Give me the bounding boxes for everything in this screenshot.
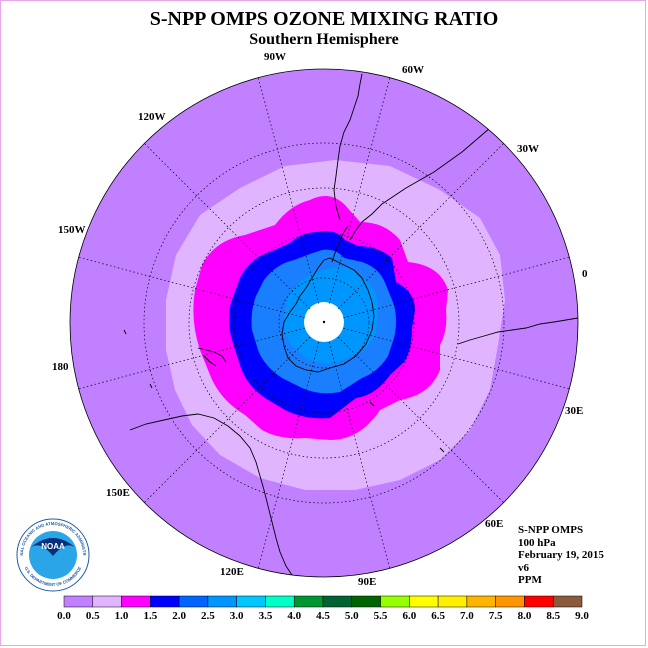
meridian-line [78,256,305,319]
pole-marker [322,320,326,324]
info-date: February 19, 2015 [518,549,604,561]
logo-wordmark: NOAA [41,542,65,551]
meridian-line [144,336,311,503]
logo-seagull-icon [30,538,76,556]
page-subtitle: Southern Hemisphere [249,31,399,48]
coastline-new-zealand [197,347,227,367]
lon-label-150w: 150W [58,224,86,236]
coastlines [123,73,578,577]
meridian-line [337,336,504,503]
coastline-antarctica [281,257,375,373]
latitude-circle [143,142,505,504]
meridian-line [343,256,570,319]
lon-label-30w: 30W [517,143,539,155]
map-info-block: S-NPP OMPS 100 hPa February 19, 2015 v6 … [518,524,604,587]
meridian-line [343,327,570,390]
meridian-line [257,342,320,569]
map-boundary [69,68,579,578]
page-title: S-NPP OMPS OZONE MIXING RATIO [149,8,499,30]
latitude-circle [233,232,415,414]
meridian-line [78,327,305,390]
lon-label-60e: 60E [485,518,503,530]
lon-label-30e: 30E [565,405,583,417]
lon-label-0: 0 [582,268,588,280]
latitude-circle [188,187,460,459]
info-level: 100 hPa [518,536,556,549]
coastline-australia [129,413,295,577]
info-units: PPM [518,574,542,586]
coastline-antarctic-peninsula [331,225,349,263]
latitude-circle [278,277,370,369]
info-version: v6 [518,561,529,574]
coastline-south-america [333,73,501,241]
longitude-labels: 90W 60W 30W 0 30E 60E 90E 120E 150E 180 … [52,51,588,588]
meridian-line [337,143,504,310]
lon-label-120w: 120W [138,111,166,123]
meridian-line [144,143,311,310]
lon-label-180: 180 [52,361,69,373]
coastline-africa [457,317,578,345]
graticule [78,77,570,569]
lon-label-90w: 90W [264,51,286,63]
lon-label-60w: 60W [402,64,424,76]
meridian-line [257,77,320,304]
lon-label-90e: 90E [358,576,376,588]
lon-label-150e: 150E [106,487,130,499]
lon-label-120e: 120E [220,566,244,578]
meridian-line [328,77,391,304]
meridian-line [328,342,391,569]
coastline-islands [123,329,445,453]
noaa-logo: NOAA NATIONAL OCEANIC AND ATMOSPHERIC AD… [16,518,90,592]
info-instrument: S-NPP OMPS [518,524,584,536]
